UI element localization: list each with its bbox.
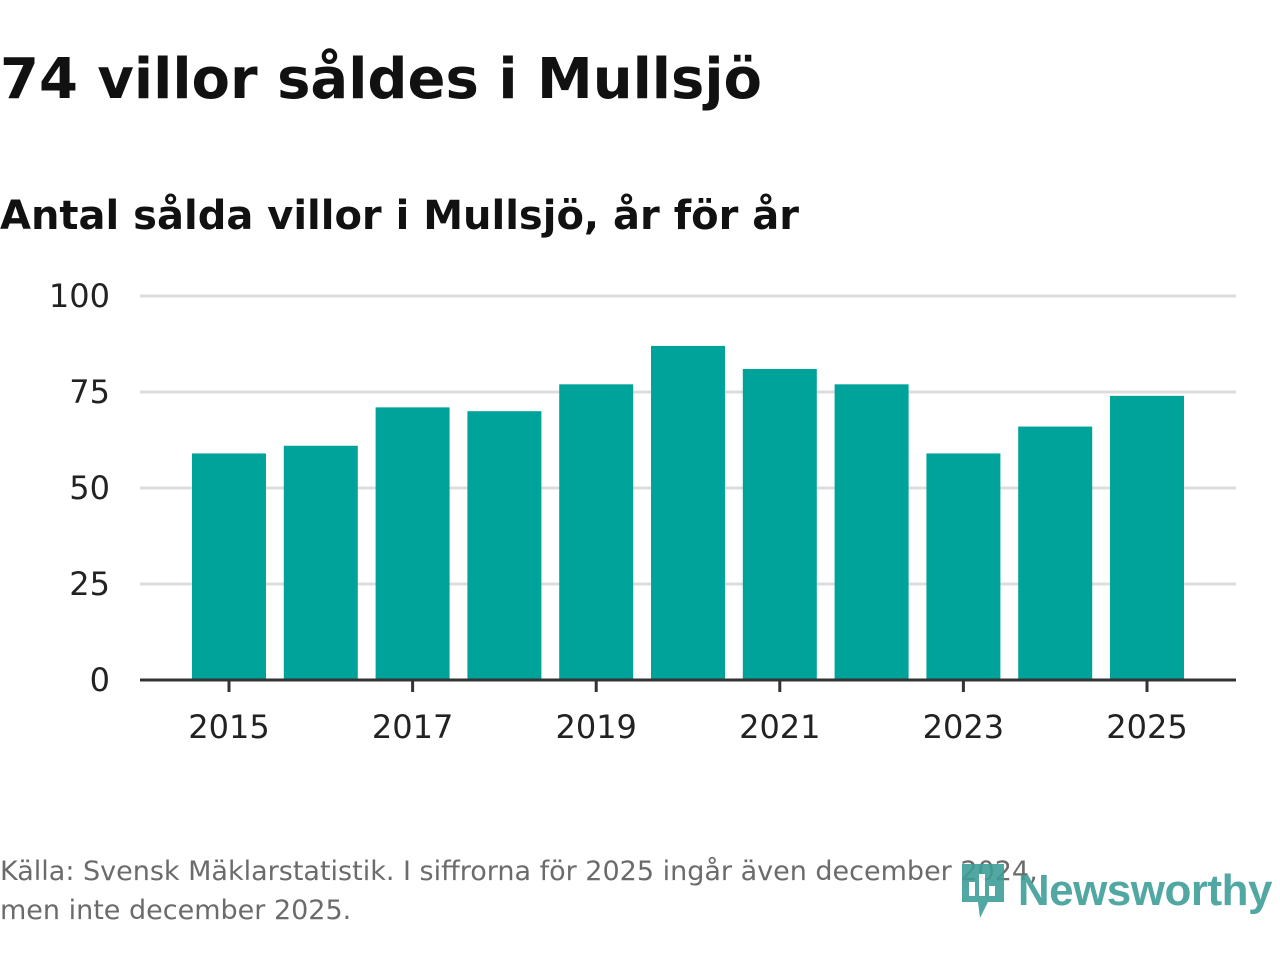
y-tick-label-75: 75	[69, 373, 110, 411]
bar-2022	[834, 384, 909, 680]
bar-2019	[559, 384, 634, 680]
chart-title: 74 villor såldes i Mullsjö	[0, 47, 762, 112]
y-tick-label-25: 25	[69, 565, 110, 603]
bar-2017	[375, 407, 450, 680]
x-tick-label-2025: 2025	[1106, 708, 1187, 746]
x-tick-label-2021: 2021	[739, 708, 820, 746]
newsworthy-logo: Newsworthy	[958, 858, 1273, 924]
x-tick-label-2019: 2019	[555, 708, 636, 746]
source-note-line-1: Källa: Svensk Mäklarstatistik. I siffror…	[0, 856, 1038, 887]
source-note-line-2: men inte december 2025.	[0, 895, 352, 926]
x-tick-label-2023: 2023	[923, 708, 1004, 746]
y-axis: 0 25 50 75 100	[49, 277, 110, 699]
newsworthy-logo-icon	[961, 864, 1004, 918]
bar-2020	[651, 345, 725, 680]
bars	[192, 345, 1184, 680]
source-note: Källa: Svensk Mäklarstatistik. I siffror…	[0, 852, 1240, 930]
bar-2023	[926, 453, 1001, 680]
bar-2025	[1110, 395, 1184, 680]
y-tick-label-100: 100	[49, 277, 110, 315]
bar-2018	[467, 411, 542, 680]
x-axis: 2015 2017 2019 2021 2023 2025	[188, 680, 1188, 746]
x-tick-label-2015: 2015	[188, 708, 269, 746]
chart-subtitle: Antal sålda villor i Mullsjö, år för år	[0, 193, 799, 239]
bar-2015	[192, 453, 266, 680]
bar-2016	[283, 445, 358, 680]
x-tick-label-2017: 2017	[372, 708, 453, 746]
bar-chart: 0 25 50 75 100 2015 2017 2019 2021 2023 2025	[49, 277, 1236, 746]
y-tick-label-50: 50	[69, 469, 110, 507]
y-tick-label-0: 0	[90, 661, 110, 699]
bar-2024	[1018, 426, 1093, 680]
newsworthy-logo-text: Newsworthy	[1017, 866, 1273, 915]
bar-2021	[742, 368, 817, 680]
